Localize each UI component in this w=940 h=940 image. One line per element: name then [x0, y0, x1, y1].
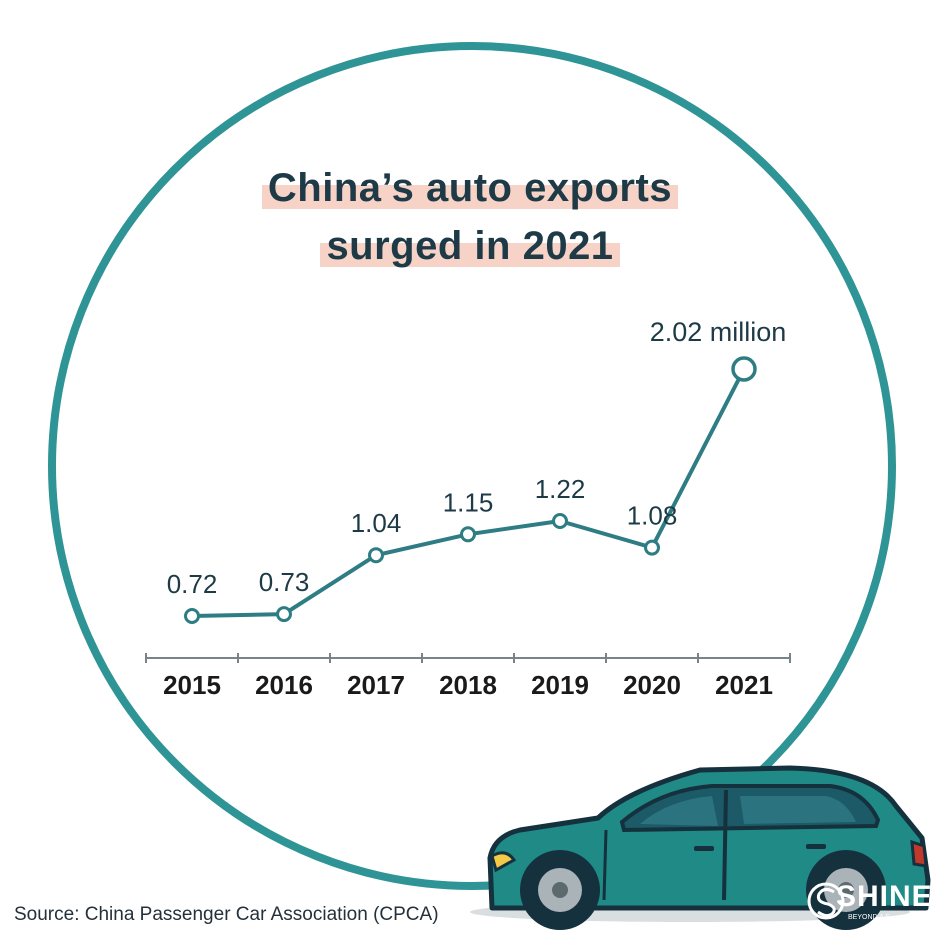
decorative-ring	[48, 42, 896, 890]
data-point	[552, 513, 568, 529]
x-tick-label: 2019	[531, 670, 589, 700]
x-tick-label: 2017	[347, 670, 405, 700]
data-point	[460, 526, 476, 543]
shine-logo: SHINE BEYOND A S	[806, 876, 934, 928]
plot-area: 0.72 0.73 1.04 1.15 1.22 1.08 2.02 million	[167, 317, 787, 624]
data-label: 2.02 million	[650, 317, 787, 347]
data-label: 1.22	[535, 474, 586, 504]
chart-title-text-1: China’s auto exports	[261, 166, 679, 211]
x-axis: 2015 2016 2017 2018 2019 2020 2021	[145, 653, 791, 700]
logo-mark-icon	[807, 882, 845, 920]
data-point	[731, 356, 757, 382]
data-label: 0.73	[259, 567, 310, 597]
data-point	[184, 608, 200, 624]
car-illustration	[470, 765, 931, 930]
x-tick-label: 2018	[439, 670, 497, 700]
x-tick-label: 2020	[623, 670, 681, 700]
data-point	[276, 606, 292, 623]
chart-title-line-2: surged in 2021	[0, 224, 940, 269]
source-note: Source: China Passenger Car Association …	[14, 904, 439, 925]
x-tick-label: 2021	[715, 670, 773, 700]
logo-tagline: BEYOND A S	[848, 914, 891, 921]
data-label: 1.08	[627, 501, 678, 531]
data-label: 1.15	[443, 487, 494, 517]
x-tick-label: 2015	[163, 670, 221, 700]
data-label: 1.04	[351, 508, 402, 538]
chart-title-line-1: China’s auto exports	[0, 166, 940, 211]
logo-word: SHINE	[836, 880, 933, 913]
data-point	[644, 539, 660, 556]
x-tick-label: 2016	[255, 670, 313, 700]
data-label: 0.72	[167, 569, 218, 599]
data-point	[368, 547, 384, 564]
chart-title-text-2: surged in 2021	[320, 224, 620, 269]
